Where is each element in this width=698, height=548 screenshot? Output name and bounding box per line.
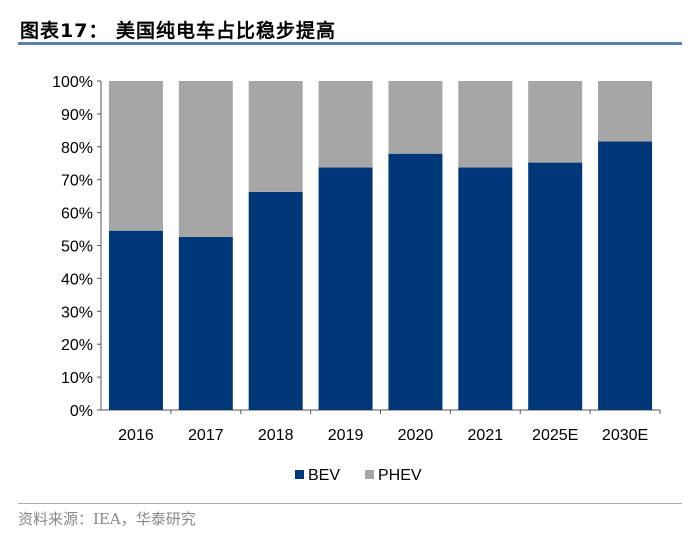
bar-phev-2020 [388, 81, 443, 154]
stacked-bar-chart: 0% 10% 20% 30% 40% 50% 60% 70% 80% 90% 100% 2016 201… [52, 74, 661, 484]
title-rule [18, 42, 682, 45]
bar-phev-2030E [598, 81, 653, 142]
bar-phev-2017 [178, 81, 233, 237]
y-tick-label: 60% [61, 206, 93, 223]
x-tick-label: 2016 [118, 427, 154, 444]
y-tick-label: 10% [61, 370, 93, 387]
bar-bev-2025E [528, 162, 583, 410]
y-tick-label: 80% [61, 140, 93, 157]
chart-title: 图表17： 美国纯电车占比稳步提高 [20, 20, 337, 42]
bar-bev-2017 [178, 236, 233, 410]
source-rule [18, 503, 682, 504]
legend-label-phev: PHEV [378, 467, 422, 484]
legend-swatch-phev [365, 470, 374, 479]
x-tick-label: 2019 [328, 427, 364, 444]
x-tick-label: 2021 [468, 427, 504, 444]
bar-bev-2019 [318, 167, 373, 410]
y-tick-label: 20% [61, 337, 93, 354]
x-tick-label: 2030E [602, 427, 648, 444]
y-tick-label: 90% [61, 107, 93, 124]
bar-bev-2020 [388, 153, 443, 411]
bar-phev-2018 [248, 81, 303, 192]
y-tick-label: 50% [61, 239, 93, 256]
x-tick-label: 2025E [532, 427, 578, 444]
bar-bev-2016 [108, 230, 163, 410]
legend-swatch-bev [295, 470, 304, 479]
y-tick-label: 100% [52, 74, 93, 91]
bar-phev-2025E [528, 81, 583, 163]
x-tick-label: 2018 [258, 427, 294, 444]
x-tick-label: 2020 [398, 427, 434, 444]
bar-bev-2018 [248, 191, 303, 410]
bar-bev-2030E [598, 141, 653, 410]
bar-phev-2019 [318, 81, 373, 168]
x-tick-label: 2017 [188, 427, 224, 444]
bar-phev-2021 [458, 81, 513, 168]
legend-label-bev: BEV [308, 467, 340, 484]
bar-bev-2021 [458, 167, 513, 410]
bar-phev-2016 [108, 81, 163, 231]
y-tick-label: 0% [70, 403, 93, 420]
y-tick-label: 40% [61, 271, 93, 288]
y-tick-label: 70% [61, 173, 93, 190]
y-tick-label: 30% [61, 304, 93, 321]
source-note: 资料来源：IEA，华泰研究 [18, 510, 196, 528]
